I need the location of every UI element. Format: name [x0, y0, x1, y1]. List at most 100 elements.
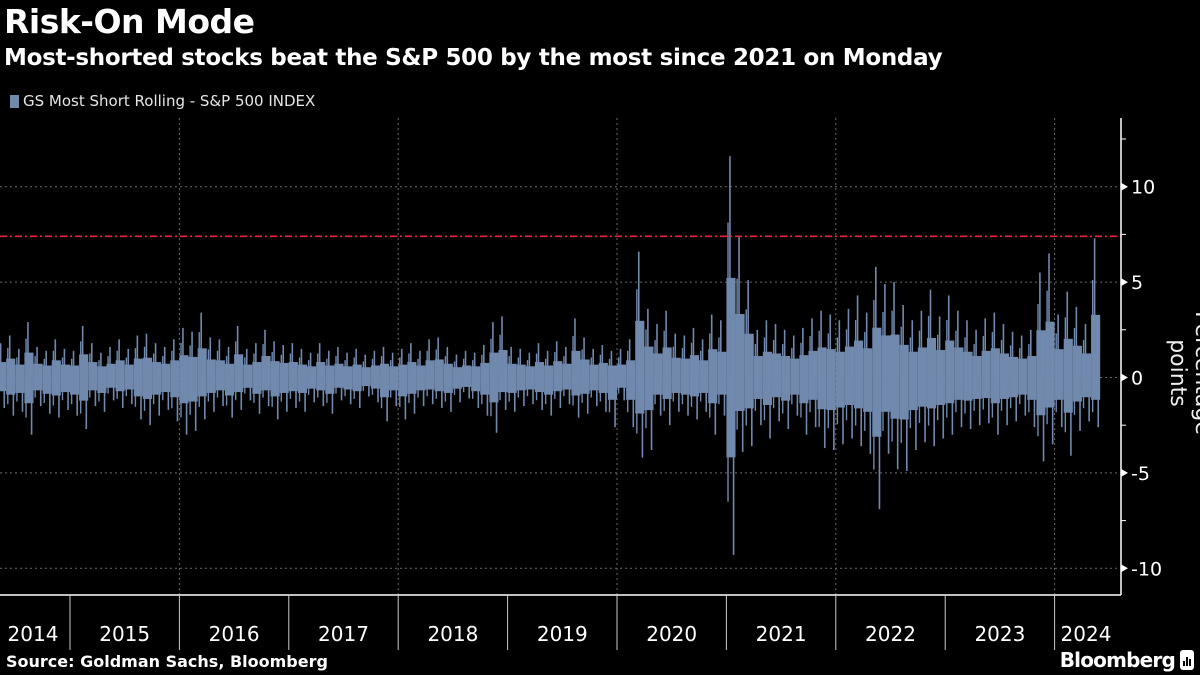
bar-high — [482, 345, 485, 378]
bar-mid — [298, 357, 301, 402]
bar-low — [1079, 377, 1081, 431]
bar-low — [204, 377, 206, 420]
bar-low — [340, 377, 343, 401]
bar-core — [462, 365, 472, 387]
bar-mid — [326, 358, 328, 403]
bar-high — [328, 350, 330, 378]
bar-low — [523, 377, 525, 407]
bar-core — [562, 363, 572, 390]
bar-low — [112, 377, 115, 401]
bar-mid — [417, 358, 419, 398]
bar-low — [413, 377, 416, 414]
bar-mid — [982, 336, 984, 410]
x-tick-label: 2024 — [1061, 622, 1112, 646]
bar-mid — [171, 350, 173, 409]
bar-low — [267, 377, 270, 407]
bar-core — [544, 365, 554, 395]
bar-core — [926, 337, 937, 409]
bar-low — [513, 377, 516, 412]
bar-core — [635, 320, 645, 414]
bar-high — [118, 339, 120, 378]
bar-core — [106, 363, 116, 388]
bar-low — [714, 377, 717, 435]
bar-low — [1060, 377, 1063, 428]
bar-core — [288, 362, 298, 392]
bar-low — [468, 377, 470, 399]
bar-low — [760, 377, 762, 426]
bar-core — [680, 358, 690, 395]
bar-core — [799, 355, 809, 404]
bar-core — [844, 346, 855, 405]
bar-low — [322, 377, 325, 407]
bar-high — [72, 350, 75, 378]
bar-core — [571, 350, 581, 396]
bar-low — [12, 377, 15, 416]
y-tick-label: -5 — [1131, 463, 1150, 485]
bar-low — [605, 377, 607, 412]
bar-mid — [909, 337, 912, 429]
bar-core — [161, 363, 171, 393]
bar-high — [583, 337, 585, 378]
legend: GS Most Short Rolling - S&P 500 INDEX — [10, 92, 315, 110]
bar-high — [255, 343, 257, 378]
bar-mid — [681, 348, 684, 405]
bar-core — [699, 360, 709, 393]
bar-low — [924, 377, 926, 443]
bar-mid — [1091, 279, 1094, 413]
bar-mid — [481, 354, 483, 405]
bar-core — [70, 365, 80, 395]
bar-high — [173, 339, 175, 378]
bar-mid — [964, 337, 966, 414]
x-tick-label: 2018 — [427, 622, 478, 646]
bar-high — [492, 322, 494, 378]
bar-mid — [307, 360, 310, 395]
bar-core — [644, 346, 654, 411]
bar-low — [1051, 377, 1054, 445]
bar-low — [1042, 377, 1045, 462]
bar-high — [765, 320, 768, 378]
bar-mid — [1046, 290, 1048, 425]
bar-core — [525, 366, 535, 390]
bar-core — [917, 347, 927, 407]
bar-core — [1036, 330, 1046, 416]
x-tick-label: 2014 — [8, 622, 59, 646]
bar-low — [1097, 377, 1100, 428]
bar-low — [532, 377, 534, 405]
bar-mid — [645, 329, 647, 429]
bar-mid — [371, 358, 374, 395]
bar-mid — [563, 356, 565, 397]
bar-low — [422, 377, 425, 407]
bar-high — [875, 266, 877, 378]
bar-core — [835, 351, 845, 408]
bar-mid — [134, 348, 137, 407]
bar-core — [771, 353, 782, 398]
bar-high — [637, 251, 640, 378]
bar-core — [24, 352, 34, 404]
bar-high — [720, 320, 722, 378]
bar-high — [555, 341, 558, 378]
x-tick-label: 2022 — [865, 622, 916, 646]
bar-core — [124, 364, 134, 390]
bar-low — [751, 377, 753, 447]
bar-low — [732, 377, 735, 555]
bar-mid — [344, 360, 346, 397]
bar-high — [364, 354, 367, 378]
bloomberg-logo: Bloomberg — [1060, 648, 1194, 672]
bar-high — [947, 295, 950, 378]
bar-core — [963, 351, 973, 401]
bar-core — [88, 362, 98, 391]
bar-mid — [244, 357, 246, 394]
bar-low — [167, 377, 170, 410]
bar-mid — [1055, 333, 1057, 413]
bar-high — [1075, 306, 1078, 378]
bar-mid — [70, 358, 73, 405]
data-bars — [0, 156, 1101, 555]
bar-mid — [189, 345, 191, 415]
bar-mid — [399, 357, 401, 407]
bar-mid — [490, 338, 492, 417]
bar-high — [209, 337, 212, 378]
bar-core — [890, 334, 900, 419]
x-tick-label: 2023 — [974, 622, 1025, 646]
bar-high — [747, 280, 749, 378]
bar-mid — [836, 337, 839, 425]
